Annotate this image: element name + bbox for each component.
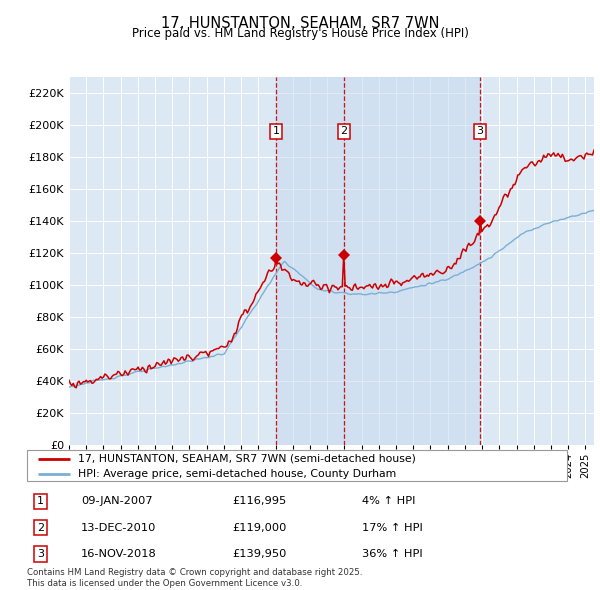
Bar (276, 77, 344, 445)
Text: 2: 2 (37, 523, 44, 533)
Text: £139,950: £139,950 (232, 549, 287, 559)
Text: 1: 1 (272, 126, 280, 136)
Text: 36% ↑ HPI: 36% ↑ HPI (362, 549, 422, 559)
Text: £119,000: £119,000 (232, 523, 287, 533)
Text: 1: 1 (37, 496, 44, 506)
Text: 17, HUNSTANTON, SEAHAM, SR7 7WN: 17, HUNSTANTON, SEAHAM, SR7 7WN (161, 16, 439, 31)
Bar (344, 77, 480, 445)
Text: £116,995: £116,995 (232, 496, 286, 506)
Text: Contains HM Land Registry data © Crown copyright and database right 2025.
This d: Contains HM Land Registry data © Crown c… (27, 568, 362, 588)
Text: HPI: Average price, semi-detached house, County Durham: HPI: Average price, semi-detached house,… (78, 469, 397, 479)
Text: 3: 3 (37, 549, 44, 559)
Text: 17% ↑ HPI: 17% ↑ HPI (362, 523, 422, 533)
Text: Price paid vs. HM Land Registry's House Price Index (HPI): Price paid vs. HM Land Registry's House … (131, 27, 469, 40)
Text: 2: 2 (340, 126, 347, 136)
Text: 16-NOV-2018: 16-NOV-2018 (81, 549, 157, 559)
Text: 09-JAN-2007: 09-JAN-2007 (81, 496, 152, 506)
Text: 13-DEC-2010: 13-DEC-2010 (81, 523, 157, 533)
FancyBboxPatch shape (27, 450, 567, 481)
Text: 17, HUNSTANTON, SEAHAM, SR7 7WN (semi-detached house): 17, HUNSTANTON, SEAHAM, SR7 7WN (semi-de… (78, 454, 416, 464)
Text: 3: 3 (476, 126, 484, 136)
Text: 4% ↑ HPI: 4% ↑ HPI (362, 496, 415, 506)
